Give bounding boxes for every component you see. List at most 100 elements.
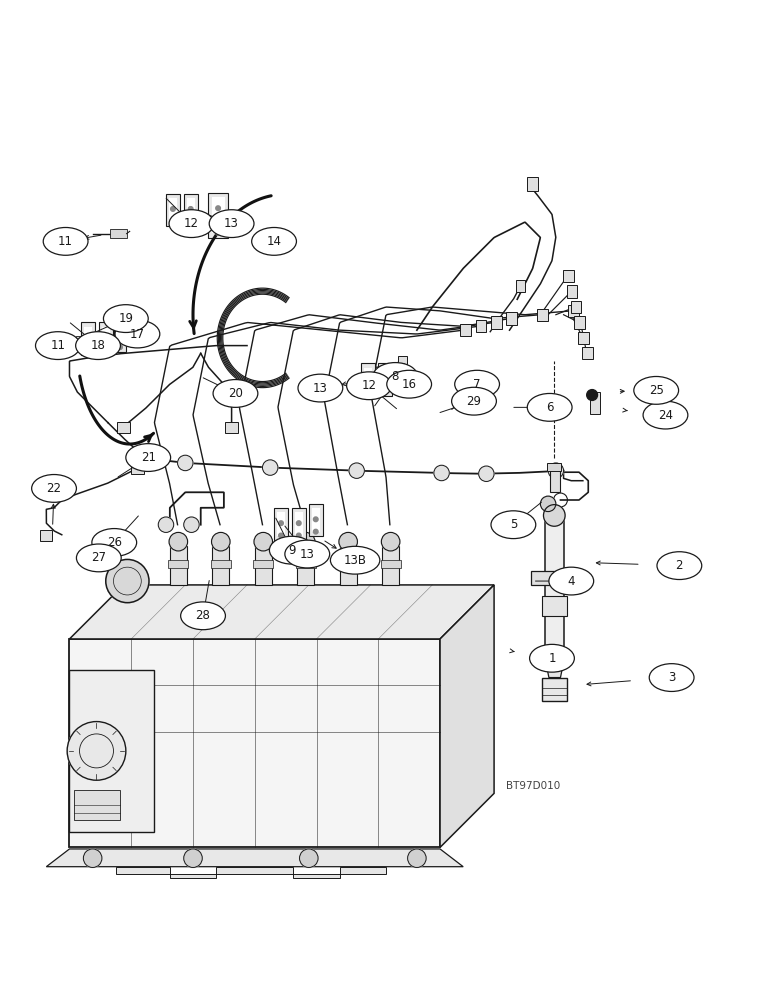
Text: 5: 5 bbox=[510, 518, 517, 531]
Bar bbox=[312, 508, 320, 532]
Bar bbox=[364, 368, 372, 391]
Bar bbox=[571, 301, 581, 313]
Circle shape bbox=[184, 849, 202, 867]
Ellipse shape bbox=[455, 370, 499, 398]
Bar bbox=[295, 512, 303, 536]
Circle shape bbox=[254, 532, 273, 551]
Text: 1: 1 bbox=[548, 652, 556, 665]
Circle shape bbox=[117, 345, 122, 349]
Bar bbox=[516, 280, 525, 292]
Polygon shape bbox=[116, 867, 386, 878]
Ellipse shape bbox=[330, 546, 380, 574]
Ellipse shape bbox=[269, 536, 314, 564]
Bar bbox=[545, 515, 564, 658]
Bar bbox=[460, 324, 471, 336]
Circle shape bbox=[279, 521, 283, 525]
Bar bbox=[296, 560, 316, 568]
Bar bbox=[255, 546, 272, 585]
Text: 8: 8 bbox=[391, 370, 399, 383]
Bar bbox=[277, 512, 285, 536]
Bar bbox=[212, 197, 225, 233]
Text: 16: 16 bbox=[401, 378, 417, 391]
Polygon shape bbox=[69, 585, 494, 639]
Ellipse shape bbox=[634, 376, 679, 404]
Text: 12: 12 bbox=[361, 379, 377, 392]
Circle shape bbox=[296, 532, 315, 551]
Circle shape bbox=[262, 460, 278, 475]
Ellipse shape bbox=[76, 332, 120, 359]
Ellipse shape bbox=[181, 602, 225, 630]
Text: 25: 25 bbox=[648, 384, 664, 397]
Ellipse shape bbox=[452, 387, 496, 415]
Ellipse shape bbox=[213, 380, 258, 407]
Polygon shape bbox=[69, 639, 440, 847]
Text: 27: 27 bbox=[91, 551, 107, 564]
Circle shape bbox=[178, 455, 193, 471]
Bar bbox=[582, 347, 593, 359]
Bar bbox=[131, 463, 144, 474]
Circle shape bbox=[434, 465, 449, 481]
Circle shape bbox=[106, 559, 149, 603]
Text: 7: 7 bbox=[473, 378, 481, 391]
Bar bbox=[402, 377, 411, 394]
Ellipse shape bbox=[387, 370, 432, 398]
Bar bbox=[578, 332, 589, 344]
Bar bbox=[361, 363, 375, 396]
Bar bbox=[102, 327, 110, 350]
Circle shape bbox=[216, 231, 221, 235]
Circle shape bbox=[339, 532, 357, 551]
Bar bbox=[547, 463, 561, 471]
Polygon shape bbox=[531, 571, 581, 593]
Bar bbox=[574, 316, 585, 329]
Bar bbox=[117, 422, 130, 433]
Bar bbox=[381, 560, 401, 568]
Bar bbox=[110, 229, 127, 238]
Text: 4: 4 bbox=[567, 575, 575, 588]
Polygon shape bbox=[440, 585, 494, 847]
Bar bbox=[168, 560, 188, 568]
Ellipse shape bbox=[169, 210, 214, 238]
Circle shape bbox=[184, 517, 199, 532]
Bar bbox=[187, 198, 195, 221]
Circle shape bbox=[103, 348, 108, 353]
Ellipse shape bbox=[491, 511, 536, 539]
Bar bbox=[378, 363, 392, 396]
Text: 29: 29 bbox=[466, 395, 482, 408]
Circle shape bbox=[349, 463, 364, 478]
Circle shape bbox=[279, 533, 283, 538]
Circle shape bbox=[543, 505, 565, 526]
Circle shape bbox=[188, 207, 193, 211]
Circle shape bbox=[117, 335, 122, 340]
Circle shape bbox=[383, 376, 388, 381]
Circle shape bbox=[296, 521, 301, 525]
Text: 18: 18 bbox=[90, 339, 106, 352]
Ellipse shape bbox=[549, 567, 594, 595]
Ellipse shape bbox=[643, 401, 688, 429]
Bar bbox=[40, 530, 52, 541]
Ellipse shape bbox=[36, 332, 80, 359]
Bar bbox=[292, 508, 306, 540]
Circle shape bbox=[366, 376, 371, 381]
Text: 13: 13 bbox=[224, 217, 239, 230]
Bar bbox=[99, 322, 113, 355]
Text: 11: 11 bbox=[50, 339, 66, 352]
Bar bbox=[382, 546, 399, 585]
Circle shape bbox=[83, 849, 102, 867]
Text: 21: 21 bbox=[141, 451, 156, 464]
Circle shape bbox=[171, 207, 175, 211]
Polygon shape bbox=[46, 849, 463, 867]
Bar bbox=[184, 194, 198, 226]
Bar bbox=[208, 193, 228, 238]
Ellipse shape bbox=[285, 540, 330, 568]
Text: 26: 26 bbox=[107, 536, 122, 549]
Circle shape bbox=[366, 389, 371, 393]
Circle shape bbox=[158, 517, 174, 532]
Bar bbox=[340, 546, 357, 585]
Circle shape bbox=[216, 206, 221, 211]
Bar bbox=[84, 327, 92, 350]
Bar bbox=[381, 368, 389, 391]
Circle shape bbox=[67, 722, 126, 780]
Bar bbox=[590, 392, 600, 414]
Bar bbox=[563, 270, 574, 282]
Bar bbox=[274, 508, 288, 540]
